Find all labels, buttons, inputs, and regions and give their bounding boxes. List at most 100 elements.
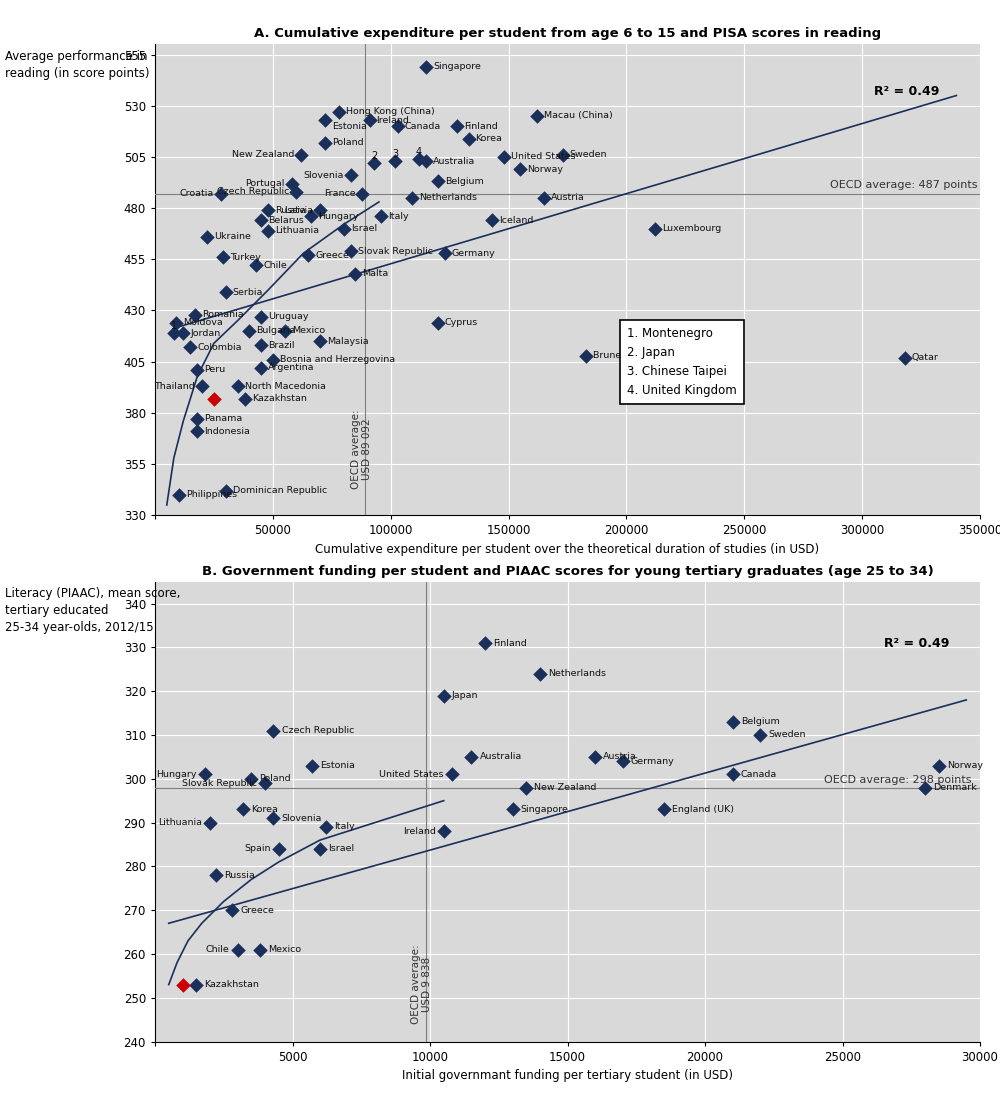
Point bbox=[512, 161, 528, 178]
Text: Netherlands: Netherlands bbox=[548, 669, 606, 678]
Text: Brunei Darussalam: Brunei Darussalam bbox=[593, 351, 684, 360]
Point bbox=[312, 840, 328, 858]
Text: Chile: Chile bbox=[263, 261, 287, 270]
Point bbox=[347, 265, 363, 283]
Text: Sweden: Sweden bbox=[768, 730, 806, 739]
Text: Israel: Israel bbox=[351, 224, 377, 233]
Point bbox=[174, 976, 190, 994]
Point bbox=[387, 152, 403, 170]
Point bbox=[418, 152, 434, 170]
Text: Serbia: Serbia bbox=[233, 288, 263, 297]
Point bbox=[304, 757, 320, 774]
Text: Estonia: Estonia bbox=[320, 761, 355, 770]
Point bbox=[343, 243, 359, 260]
Point bbox=[260, 222, 276, 239]
Text: Hungary: Hungary bbox=[156, 770, 196, 779]
Point bbox=[536, 189, 552, 207]
Point bbox=[182, 338, 198, 356]
Point bbox=[587, 748, 603, 766]
Point bbox=[444, 766, 460, 783]
Point bbox=[496, 148, 512, 166]
Point bbox=[235, 801, 251, 819]
Text: Uruguay: Uruguay bbox=[268, 312, 309, 321]
Point bbox=[230, 378, 246, 396]
Point bbox=[303, 207, 319, 225]
Text: Austria: Austria bbox=[551, 194, 585, 203]
Point bbox=[529, 107, 545, 125]
Text: Malaysia: Malaysia bbox=[327, 337, 369, 346]
Point bbox=[257, 774, 273, 792]
Text: OECD average:
USD 9 838: OECD average: USD 9 838 bbox=[411, 944, 432, 1024]
Point bbox=[166, 325, 182, 342]
Point bbox=[189, 361, 205, 379]
Point bbox=[897, 349, 913, 367]
Point bbox=[418, 58, 434, 75]
Text: Lithuania: Lithuania bbox=[158, 818, 202, 827]
Point bbox=[312, 332, 328, 350]
Point bbox=[199, 228, 215, 246]
Point bbox=[241, 322, 257, 340]
Point bbox=[331, 103, 347, 121]
Point bbox=[449, 117, 465, 135]
Point bbox=[194, 378, 210, 396]
Text: Moldova: Moldova bbox=[183, 318, 223, 327]
Point bbox=[265, 721, 281, 739]
Text: England (UK): England (UK) bbox=[672, 804, 734, 814]
Text: North Macedonia: North Macedonia bbox=[245, 382, 325, 391]
Text: United States: United States bbox=[511, 153, 575, 162]
Text: Czech Republic: Czech Republic bbox=[282, 726, 354, 735]
Text: New Zealand: New Zealand bbox=[534, 783, 597, 792]
Point bbox=[243, 770, 259, 788]
Point bbox=[188, 976, 204, 994]
Text: Chile: Chile bbox=[206, 945, 229, 954]
Point bbox=[248, 257, 264, 275]
Text: Average performance in
reading (in score points): Average performance in reading (in score… bbox=[5, 50, 150, 80]
Text: Portugal: Portugal bbox=[245, 179, 285, 188]
Point bbox=[208, 866, 224, 884]
Point bbox=[917, 779, 933, 797]
Point bbox=[532, 665, 548, 683]
Text: Slovenia: Slovenia bbox=[303, 171, 344, 179]
Text: Belgium: Belgium bbox=[741, 717, 780, 727]
Text: OECD average: 298 points: OECD average: 298 points bbox=[824, 776, 972, 786]
Point bbox=[218, 284, 234, 301]
Text: Singapore: Singapore bbox=[521, 804, 569, 814]
Point bbox=[288, 183, 304, 201]
Text: R² = 0.49: R² = 0.49 bbox=[874, 85, 939, 98]
Text: Ireland: Ireland bbox=[403, 827, 436, 835]
Text: Japan: Japan bbox=[452, 691, 479, 700]
Text: Literacy (PIAAC), mean score,
tertiary educated
25-34 year-olds, 2012/15: Literacy (PIAAC), mean score, tertiary e… bbox=[5, 587, 180, 634]
Text: Poland: Poland bbox=[332, 138, 363, 147]
Point bbox=[253, 308, 269, 326]
Point bbox=[171, 486, 187, 504]
Text: Greece: Greece bbox=[315, 250, 349, 259]
Text: Canada: Canada bbox=[405, 122, 441, 131]
Point bbox=[312, 202, 328, 219]
Text: Panama: Panama bbox=[205, 414, 243, 423]
Text: Italy: Italy bbox=[388, 212, 409, 220]
Text: Indonesia: Indonesia bbox=[205, 427, 250, 435]
Text: Macau (China): Macau (China) bbox=[544, 112, 613, 121]
Point bbox=[168, 314, 184, 331]
Text: Latvia: Latvia bbox=[284, 206, 313, 215]
Point bbox=[354, 185, 370, 203]
Point bbox=[189, 410, 205, 428]
Text: Australia: Australia bbox=[480, 752, 522, 761]
Point bbox=[390, 117, 406, 135]
Point bbox=[253, 212, 269, 229]
Text: Czech Republic: Czech Republic bbox=[217, 187, 289, 196]
Text: Spain: Spain bbox=[244, 844, 270, 853]
Text: Bulgaria: Bulgaria bbox=[256, 327, 296, 336]
Text: Belgium: Belgium bbox=[445, 177, 484, 186]
Text: Bosnia and Herzegovina: Bosnia and Herzegovina bbox=[280, 356, 395, 365]
Text: Ireland: Ireland bbox=[377, 115, 409, 124]
Text: Argentina: Argentina bbox=[268, 363, 315, 372]
Text: Kazakhstan: Kazakhstan bbox=[205, 981, 259, 989]
Text: Korea: Korea bbox=[251, 804, 278, 814]
Text: Hungary: Hungary bbox=[318, 212, 358, 220]
Point bbox=[206, 390, 222, 408]
Point bbox=[724, 766, 740, 783]
Text: Philippines: Philippines bbox=[186, 490, 237, 500]
Point bbox=[218, 482, 234, 500]
Point bbox=[931, 757, 947, 774]
